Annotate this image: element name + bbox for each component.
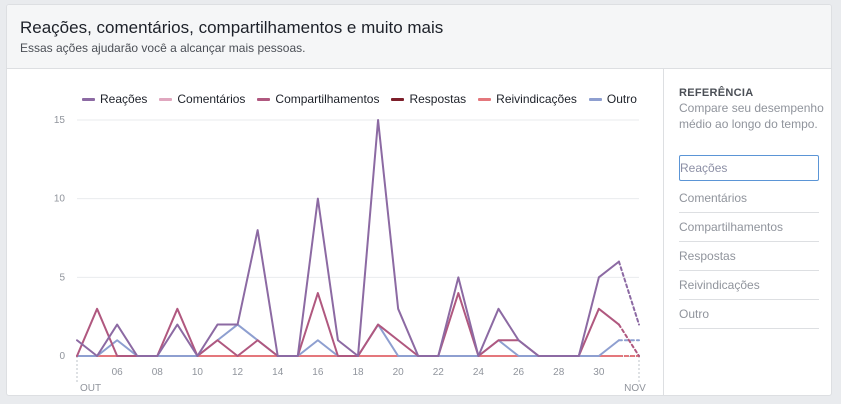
series-line [76, 292, 620, 357]
legend-label: Reações [100, 92, 148, 106]
x-tick-label: 24 [473, 367, 485, 378]
x-tick-label: 12 [232, 367, 244, 378]
x-tick-label: 30 [593, 367, 605, 378]
legend-item[interactable]: Respostas [391, 92, 466, 106]
x-tick-label: 20 [393, 367, 405, 378]
legend-swatch [478, 97, 492, 101]
y-tick-label: 0 [59, 351, 65, 362]
reference-item[interactable]: Reivindicações [679, 271, 819, 300]
legend-label: Compartilhamentos [275, 92, 380, 106]
x-tick-label: 08 [152, 367, 164, 378]
x-tick-label: 28 [553, 367, 565, 378]
reference-item[interactable]: Respostas [679, 242, 819, 271]
reference-item[interactable]: Comentários [679, 184, 819, 213]
reference-item[interactable]: Compartilhamentos [679, 213, 819, 242]
reference-panel: REFERÊNCIA Compare seu desempenho médio … [663, 69, 831, 395]
legend-swatch [159, 97, 173, 101]
x-tick-label: 06 [112, 367, 124, 378]
legend-item[interactable]: Reivindicações [478, 92, 577, 106]
y-tick-label: 15 [54, 115, 66, 126]
x-tick-label: 26 [513, 367, 525, 378]
x-tick-label: 18 [352, 367, 364, 378]
engagement-card: Reações, comentários, compartilhamentos … [6, 4, 832, 396]
x-tick-label: 10 [192, 367, 204, 378]
legend-item[interactable]: Reações [82, 92, 147, 106]
month-label: NOV [624, 383, 646, 394]
x-tick-label: 22 [433, 367, 445, 378]
series-line [76, 119, 620, 357]
x-tick-label: 14 [272, 367, 284, 378]
series-line-partial [617, 260, 640, 326]
card-subtitle: Essas ações ajudarão você a alcançar mai… [20, 41, 306, 55]
y-tick-label: 10 [54, 194, 66, 205]
reference-item[interactable]: Reações [679, 155, 819, 181]
legend-swatch [391, 97, 405, 101]
legend-swatch [82, 97, 95, 101]
card-header: Reações, comentários, compartilhamentos … [7, 5, 831, 69]
legend-swatch [588, 97, 602, 101]
chart-area: 0 5 10 15 06 08 10 12 14 16 18 20 22 24 26 28 30 OUT NOV R… [7, 69, 663, 395]
legend-item[interactable]: Comentários [159, 92, 245, 106]
chart-legend: Reações Comentários Compartilhamentos Respo… [82, 91, 649, 107]
reference-item[interactable]: Outro [679, 300, 819, 329]
reference-title: REFERÊNCIA [679, 87, 754, 99]
legend-label: Outro [606, 92, 637, 106]
legend-label: Respostas [409, 92, 467, 106]
legend-label: Comentários [177, 92, 246, 106]
series-line-partial [617, 323, 640, 357]
legend-label: Reivindicações [496, 92, 577, 106]
legend-swatch [257, 97, 271, 101]
month-label: OUT [80, 383, 101, 394]
reference-list: Reações Comentários Compartilhamentos Respo… [679, 155, 819, 329]
card-title: Reações, comentários, compartilhamentos … [20, 18, 444, 37]
line-chart: 0 5 10 15 06 08 10 12 14 16 18 20 22 24 26 28 30 OUT NOV [54, 115, 646, 394]
legend-item[interactable]: Outro [588, 92, 637, 106]
legend-item[interactable]: Compartilhamentos [257, 92, 379, 106]
y-tick-label: 5 [59, 272, 65, 283]
reference-description: Compare seu desempenho médio ao longo do… [679, 101, 824, 131]
x-tick-label: 16 [312, 367, 324, 378]
